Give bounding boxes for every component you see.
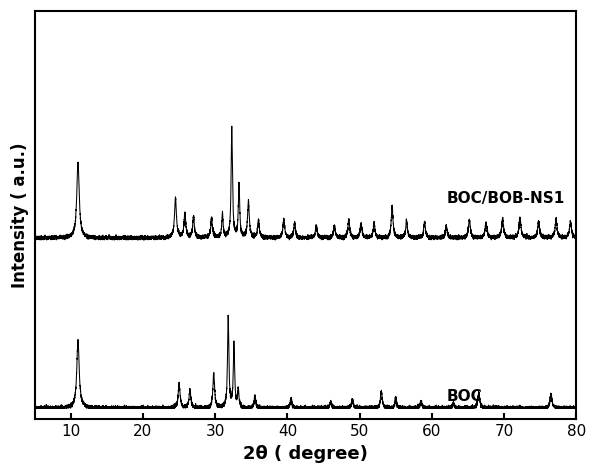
X-axis label: 2θ ( degree): 2θ ( degree)	[243, 445, 368, 463]
Text: BOC/BOB-NS1: BOC/BOB-NS1	[447, 191, 565, 206]
Text: BOC: BOC	[447, 389, 482, 403]
Y-axis label: Intensity ( a.u.): Intensity ( a.u.)	[11, 143, 29, 288]
